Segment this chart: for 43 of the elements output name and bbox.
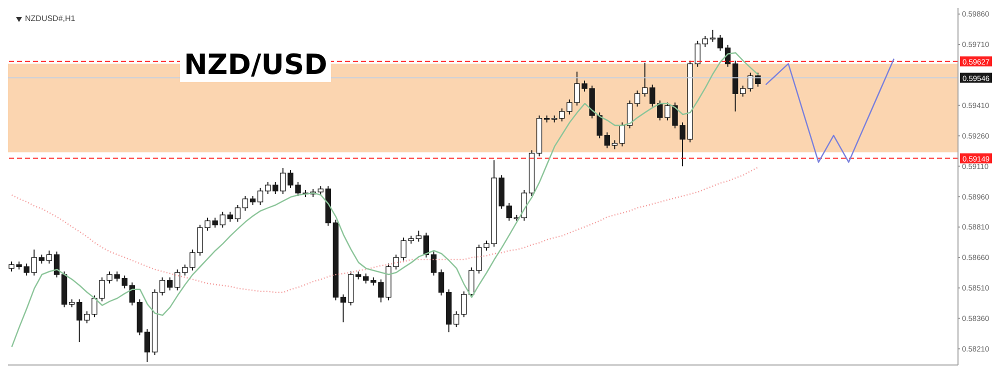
candlestick [174,268,180,291]
candlestick [453,310,460,328]
candlestick [717,34,724,52]
candlestick [559,108,565,122]
candlestick [242,196,248,212]
line-series [765,58,895,163]
candlestick [84,310,90,324]
candlestick [740,85,746,98]
candlestick [166,276,173,291]
candlestick [234,204,241,222]
candlestick [506,202,512,222]
candlestick [430,251,437,276]
candlestick [694,40,700,68]
line-series [11,166,759,294]
candlestick [46,250,52,264]
candlestick [416,230,422,242]
candlestick [363,273,369,284]
candlestick [650,84,656,108]
candlestick [227,211,233,222]
candlestick [76,298,82,343]
candlestick [340,294,346,323]
candlestick [159,276,166,296]
candlestick [755,72,761,88]
candlestick [461,290,467,318]
text: NZDUSD#,H1 [25,14,76,23]
candlestick [31,249,37,276]
candlestick [272,182,278,195]
candlestick [265,182,271,195]
candlestick [438,268,444,296]
candlestick [619,122,626,147]
candlestick [710,29,716,42]
candlestick [54,251,60,278]
candlestick [626,100,633,129]
candlestick [702,35,708,48]
candlestick [257,187,264,206]
candlestick [634,90,640,108]
candlestick [144,328,150,362]
candlestick [748,72,754,92]
candlestick [642,62,648,98]
text: NZD/USD [180,48,332,82]
candlestick [604,132,610,149]
candlestick [423,232,430,258]
candlestick [220,211,226,228]
